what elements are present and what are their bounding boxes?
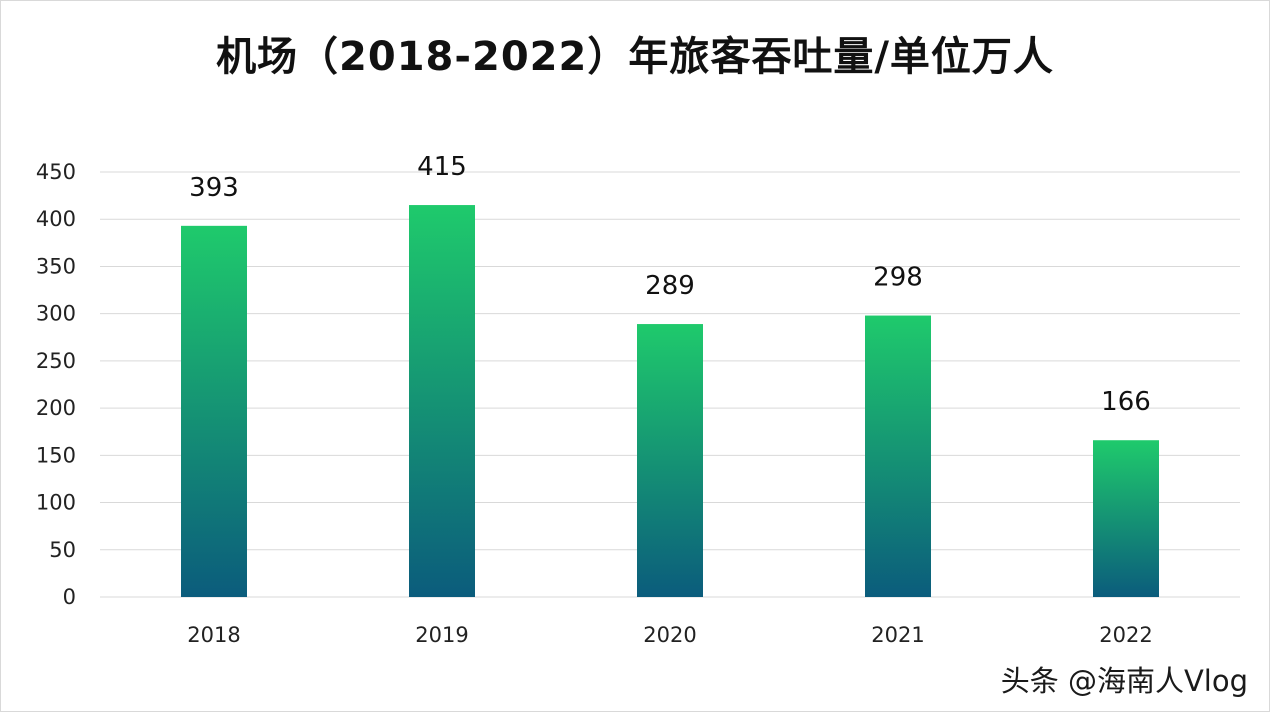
bar-2021 xyxy=(865,315,931,597)
data-labels: 393 415 289 298 166 xyxy=(189,152,1151,417)
bar-2019 xyxy=(409,205,475,598)
y-tick-label: 350 xyxy=(36,254,76,278)
x-tick-label-2018: 2018 xyxy=(187,623,240,647)
y-axis-ticks: 0 50 100 150 200 250 300 350 400 450 xyxy=(36,160,76,609)
x-tick-label-2021: 2021 xyxy=(871,623,924,647)
data-label-2020: 289 xyxy=(645,271,695,301)
data-label-2019: 415 xyxy=(417,152,467,182)
y-tick-label: 150 xyxy=(36,443,76,467)
x-tick-label-2019: 2019 xyxy=(415,623,468,647)
x-tick-label-2020: 2020 xyxy=(643,623,696,647)
bars xyxy=(181,205,1159,598)
y-tick-label: 400 xyxy=(36,207,76,231)
y-tick-label: 100 xyxy=(36,491,76,515)
bar-2020 xyxy=(637,324,703,597)
y-tick-label: 300 xyxy=(36,302,76,326)
y-tick-label: 200 xyxy=(36,396,76,420)
data-label-2021: 298 xyxy=(873,263,923,293)
y-tick-label: 450 xyxy=(36,160,76,184)
x-axis-categories: 2018 2019 2020 2021 2022 xyxy=(187,623,1152,647)
y-tick-label: 50 xyxy=(49,538,76,562)
watermark: 头条 @海南人Vlog xyxy=(1000,664,1248,698)
data-label-2022: 166 xyxy=(1101,387,1151,417)
bar-2022 xyxy=(1093,440,1159,597)
y-tick-label: 250 xyxy=(36,349,76,373)
y-tick-label: 0 xyxy=(63,585,76,609)
chart-title: 机场（2018-2022）年旅客吞吐量/单位万人 xyxy=(216,34,1054,80)
bar-2018 xyxy=(181,225,247,598)
data-label-2018: 393 xyxy=(189,173,239,203)
x-tick-label-2022: 2022 xyxy=(1099,623,1152,647)
